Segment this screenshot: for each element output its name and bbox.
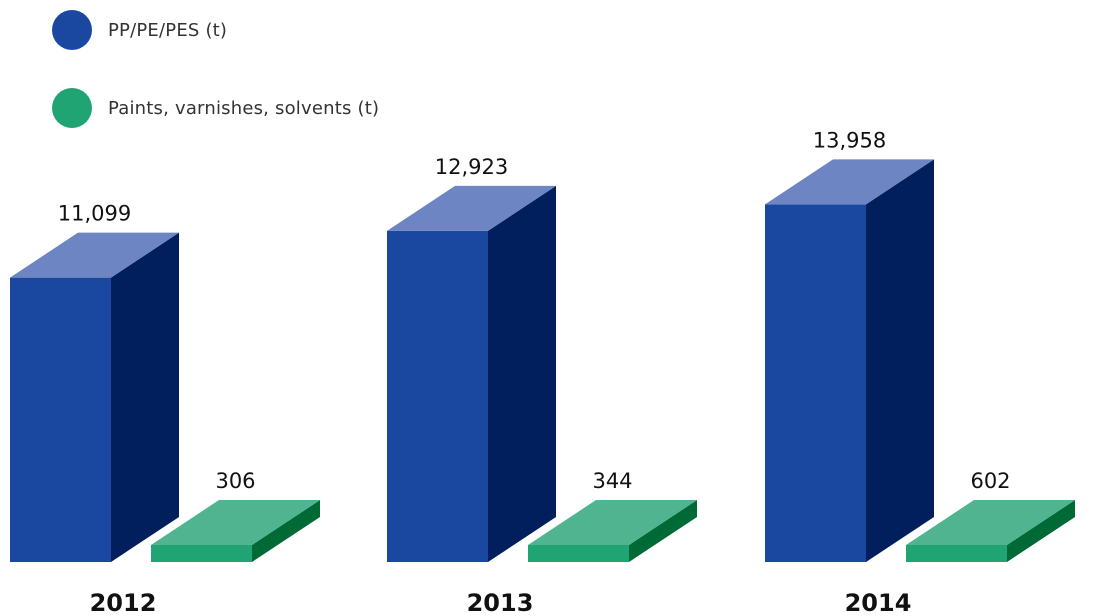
paint-bar-top-2012 [151,500,320,545]
paint-bar-side-2012 [252,500,320,562]
paint-bar-2012 [151,545,252,562]
legend-swatch-green [52,88,92,128]
pp-bar-2012 [10,277,111,562]
legend-label-paints: Paints, varnishes, solvents (t) [108,97,380,119]
legend-item-paints: Paints, varnishes, solvents (t) [52,88,379,128]
pp-bar-value-label: 12,923 [435,155,508,179]
pp-bar-side-2014 [866,159,934,562]
paint-bar-top-2013 [528,500,697,545]
paint-bar-value-label: 344 [592,469,632,493]
pp-bar-side-2013 [488,185,556,563]
legend-item-pp-pe-pes: PP/PE/PES (t) [52,10,227,50]
legend-label-pp-pe-pes: PP/PE/PES (t) [108,19,228,41]
paint-bar-side-2014 [1007,500,1075,562]
paint-bar-2014 [906,545,1007,562]
paint-bar-2013 [528,545,629,562]
pp-bar-top-2013 [387,185,556,231]
pp-bar-value-label: 13,958 [813,128,886,152]
pp-bar-2014 [765,204,866,562]
pp-bar-top-2014 [765,159,934,205]
x-tick-label-2012: 2012 [90,589,157,616]
paint-bar-side-2013 [629,500,697,562]
paint-bar-top-2014 [906,500,1075,545]
x-tick-label-2013: 2013 [467,589,534,616]
pp-bar-side-2012 [111,232,179,562]
paint-bar-value-label: 306 [215,469,255,493]
paint-bar-value-label: 602 [970,469,1010,493]
pp-bar-2013 [387,230,488,563]
pp-bar-value-label: 11,099 [58,202,131,226]
x-tick-label-2014: 2014 [845,589,912,616]
legend-swatch-blue [52,10,92,50]
pp-bar-top-2012 [10,232,179,278]
